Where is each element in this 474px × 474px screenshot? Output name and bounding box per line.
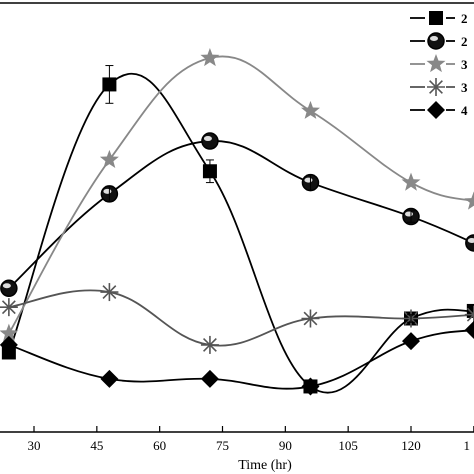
data-point-s3-1 [0, 323, 19, 342]
data-point-s4-2 [100, 283, 119, 302]
error-bar-5 [407, 210, 415, 223]
error-bar-6 [407, 314, 415, 323]
legend-entry-3: 3 [410, 54, 468, 73]
x-tick-label-7: 120 [401, 438, 421, 453]
legend-entry-2: 2 [410, 32, 468, 50]
x-tick-label-8: 1 [464, 438, 471, 453]
legend-label-5: 4 [461, 103, 468, 118]
data-point-s4-3 [200, 335, 219, 354]
legend-entry-4: 3 [410, 78, 468, 96]
error-bar-1 [105, 65, 114, 104]
legend-marker-2 [427, 32, 445, 50]
series-line-5 [8, 328, 474, 390]
x-tick-label-3: 60 [153, 438, 166, 453]
legend-marker-1 [429, 11, 443, 25]
x-tick-label-1: 30 [28, 438, 41, 453]
legend-entry-5: 4 [410, 101, 468, 119]
x-axis-title: Time (hr) [238, 458, 292, 473]
data-point-s2-3 [201, 132, 219, 150]
data-point-s3-4 [301, 100, 320, 119]
legend-marker-5 [427, 101, 445, 119]
x-tick-label-4: 75 [216, 438, 229, 453]
data-point-s5-4 [301, 377, 320, 396]
error-bar-2 [205, 159, 214, 184]
legend-label-2: 2 [461, 34, 468, 49]
series-line-1 [8, 72, 474, 394]
data-point-s5-3 [200, 369, 219, 388]
data-point-s3-6 [464, 191, 474, 210]
series-line-3 [8, 55, 474, 335]
legend-marker-4 [427, 78, 445, 96]
legend-label-1: 2 [461, 11, 468, 26]
data-point-s5-1 [0, 335, 18, 354]
x-tick-label-5: 90 [279, 438, 292, 453]
data-point-s4-1 [0, 298, 18, 317]
data-point-s2-1 [0, 279, 18, 298]
data-point-s5-2 [100, 369, 119, 388]
data-point-s2-6 [465, 234, 474, 252]
legend-label-4: 3 [461, 80, 468, 95]
legend-marker-3 [426, 54, 446, 73]
error-bar-4 [306, 174, 315, 191]
legend-entry-1: 2 [410, 11, 468, 26]
x-tick-label-2: 45 [90, 438, 103, 453]
data-point-s3-5 [401, 172, 421, 191]
data-point-s3-3 [200, 48, 220, 67]
data-point-s5-5 [402, 332, 420, 351]
legend-label-3: 3 [461, 57, 468, 72]
x-tick-label-6: 105 [338, 438, 358, 453]
data-point-s3-2 [99, 149, 119, 168]
data-point-s5-6 [464, 320, 474, 339]
error-bar-3 [105, 185, 114, 202]
data-point-s4-4 [301, 309, 320, 328]
